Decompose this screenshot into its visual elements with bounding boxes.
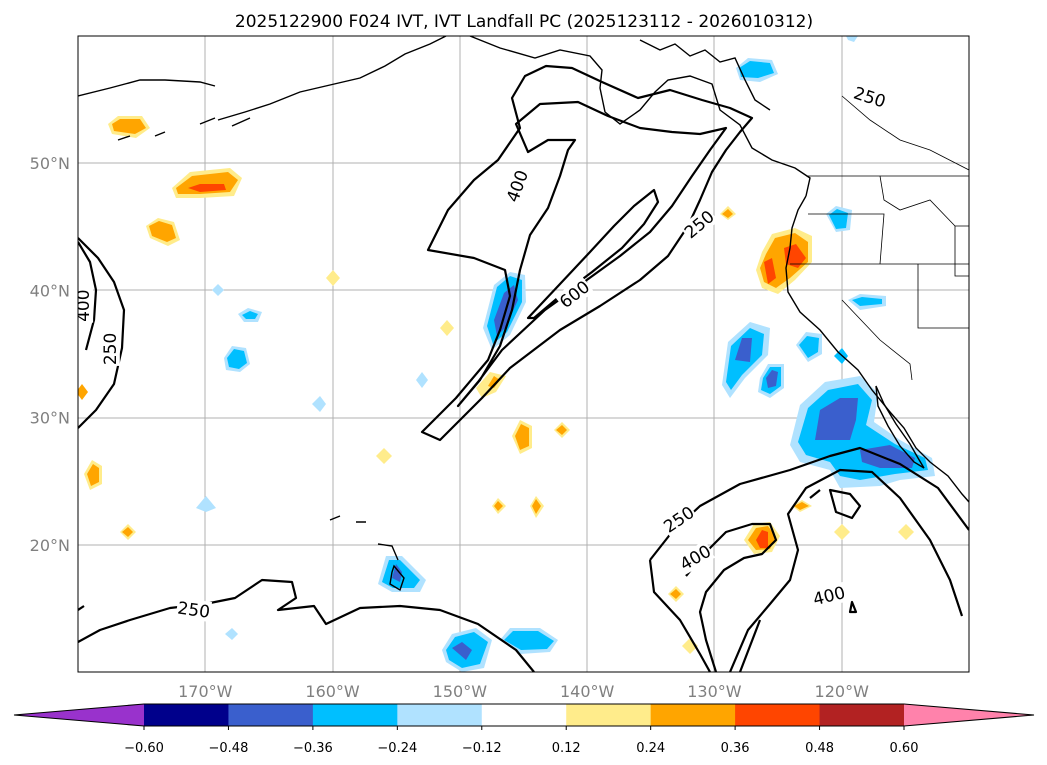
y-tick-label: 40°N [30, 281, 70, 300]
contour-label-text: 250 [176, 599, 211, 623]
contour-label-text: 400 [74, 289, 94, 321]
colorbar-segment [481, 704, 567, 726]
colorbar-segment [819, 704, 905, 726]
colorbar: −0.60 −0.48 −0.36 −0.24 −0.12 0.12 0.24 0.36 0.4… [13, 703, 1035, 756]
shaded-blob-positive [78, 116, 914, 654]
x-tick-label: 130°W [687, 682, 742, 701]
colorbar-tick-label: 0.48 [805, 741, 834, 756]
x-tick-label: 160°W [305, 682, 360, 701]
colorbar-segment [228, 704, 314, 726]
x-tick-label: 150°W [433, 682, 488, 701]
shaded-blob-positive [756, 228, 812, 294]
x-tick-label: 140°W [560, 682, 615, 701]
colorbar-segment [566, 704, 652, 726]
colorbar-extend-min [14, 704, 144, 726]
figure-title: 2025122900 F024 IVT, IVT Landfall PC (20… [235, 12, 813, 32]
contour-label: 250 [175, 597, 213, 623]
colorbar-segment [735, 704, 821, 726]
x-tick-label: 120°W [815, 682, 870, 701]
colorbar-tick-label: −0.24 [377, 741, 417, 756]
y-tick-labels: 50°N 40°N 30°N 20°N [30, 154, 70, 555]
colorbar-tick-label: −0.60 [124, 741, 164, 756]
colorbar-tick-label: 0.12 [552, 741, 581, 756]
contour-label: 400 [74, 288, 94, 323]
map-frame [77, 35, 970, 673]
colorbar-tick-label: −0.36 [293, 741, 333, 756]
x-tick-labels: 170°W 160°W 150°W 140°W 130°W 120°W [178, 682, 869, 701]
y-tick-label: 30°N [30, 409, 70, 428]
contour-label: 250 [99, 331, 121, 366]
contour-label-text: 250 [101, 333, 121, 365]
colorbar-tick-label: 0.60 [890, 741, 919, 756]
colorbar-segment [397, 704, 483, 726]
colorbar-tick-label: 0.24 [636, 741, 665, 756]
colorbar-segment [144, 704, 229, 726]
colorbar-tick-label: −0.48 [209, 741, 249, 756]
colorbar-tick-label: 0.36 [721, 741, 750, 756]
colorbar-segment [650, 704, 736, 726]
y-tick-label: 50°N [30, 154, 70, 173]
colorbar-tick-label: −0.12 [462, 741, 502, 756]
colorbar-segment [312, 704, 398, 726]
shaded-regions [78, 36, 935, 672]
colorbar-extend-max [904, 704, 1034, 726]
x-tick-label: 170°W [178, 682, 233, 701]
coastlines [78, 36, 969, 592]
y-tick-label: 20°N [30, 536, 70, 555]
